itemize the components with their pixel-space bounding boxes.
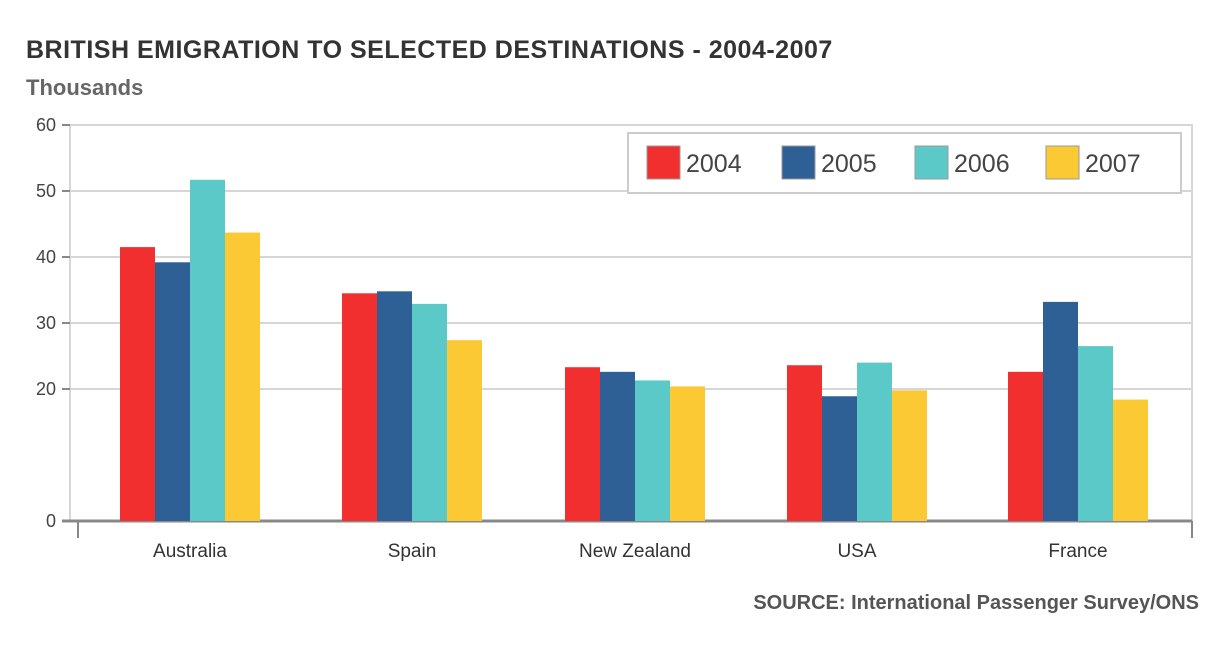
bar-australia-2007	[225, 232, 260, 521]
y-axis-unit-label: Thousands	[26, 75, 143, 100]
legend-box	[627, 132, 1182, 194]
bar-france-2006	[1078, 346, 1113, 521]
bar-new-zealand-2004	[565, 367, 600, 521]
legend-label-2007: 2007	[1085, 150, 1141, 178]
y-tick-label: 30	[36, 313, 56, 333]
x-tick-label: Spain	[388, 541, 437, 562]
y-tick-label: 60	[36, 115, 56, 135]
y-tick-label: 0	[46, 511, 56, 531]
legend-label-2005: 2005	[821, 150, 877, 178]
legend-swatch-2007	[1045, 145, 1080, 180]
bar-australia-2004	[120, 247, 155, 521]
chart-title: BRITISH EMIGRATION TO SELECTED DESTINATI…	[26, 36, 833, 64]
bar-france-2005	[1043, 301, 1078, 521]
bar-new-zealand-2007	[670, 386, 705, 521]
legend-label-2004: 2004	[686, 150, 742, 178]
bar-usa-2006	[857, 362, 892, 521]
x-tick-label: Australia	[153, 541, 227, 562]
x-tick-label: USA	[837, 541, 876, 562]
source-note: SOURCE: International Passenger Survey/O…	[753, 592, 1199, 614]
bar-australia-2006	[190, 179, 225, 521]
bar-new-zealand-2006	[635, 380, 670, 521]
bar-spain-2004	[342, 293, 377, 521]
legend-swatch-2006	[914, 145, 949, 180]
bar-spain-2007	[447, 340, 482, 521]
y-tick-label: 20	[36, 379, 56, 399]
bar-usa-2005	[822, 396, 857, 521]
axis-labels: 0 20 30 40 50 60 Australia Spain New Zealand USA F…	[36, 115, 1108, 562]
bar-usa-2007	[892, 390, 927, 521]
bar-new-zealand-2005	[600, 371, 635, 521]
bars	[120, 179, 1148, 521]
y-tick-label: 50	[36, 181, 56, 201]
bar-australia-2005	[155, 262, 190, 521]
legend-label-2006: 2006	[954, 150, 1010, 178]
bar-spain-2005	[377, 291, 412, 521]
y-tick-label: 40	[36, 247, 56, 267]
legend: 2004 2005 2006 2007	[627, 132, 1182, 194]
legend-swatch-2005	[781, 145, 816, 180]
x-tick-label: France	[1048, 541, 1107, 562]
bar-spain-2006	[412, 303, 447, 521]
legend-swatch-2004	[646, 145, 681, 180]
bar-france-2004	[1008, 371, 1043, 521]
x-tick-label: New Zealand	[579, 541, 691, 562]
bar-france-2007	[1113, 399, 1148, 521]
bar-usa-2004	[787, 365, 822, 521]
